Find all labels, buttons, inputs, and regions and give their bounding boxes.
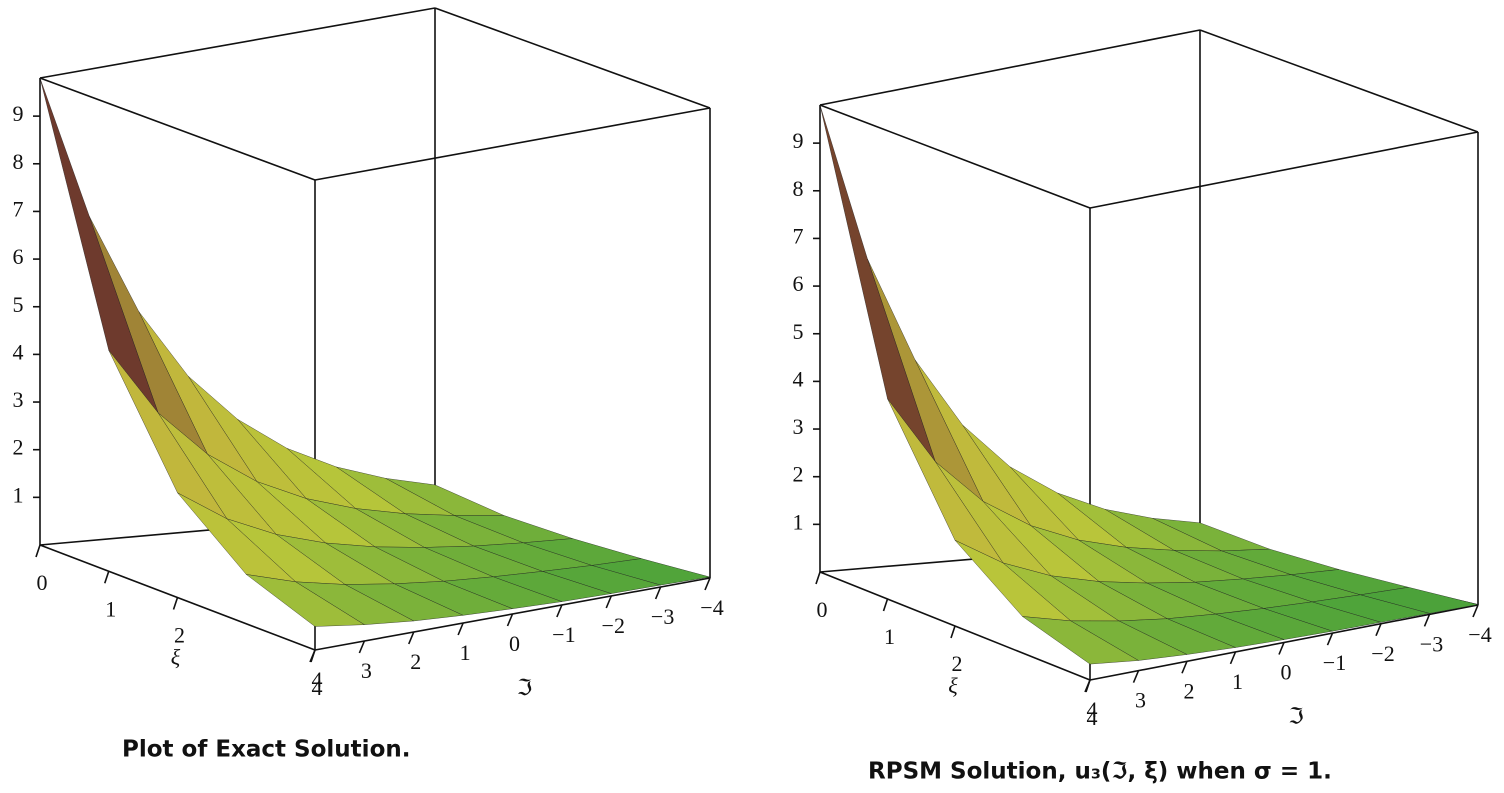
y-tick-label: 4	[312, 667, 323, 692]
x-tick	[815, 571, 821, 585]
y-tick	[1229, 651, 1237, 665]
surface-cell	[1021, 616, 1140, 665]
y-axis-label: ℑ	[1288, 704, 1303, 729]
x-tick	[172, 597, 179, 610]
z-tick-label: 7	[13, 196, 24, 221]
x-axis-label: ξ	[948, 673, 958, 698]
x-tick	[882, 598, 889, 612]
y-tick	[1181, 660, 1188, 674]
y-tick-label: 1	[460, 640, 471, 665]
y-tick-label: 2	[410, 649, 421, 674]
y-tick	[556, 604, 563, 618]
x-tick-label: 4	[312, 675, 323, 700]
chart-caption: Plot of Exact Solution.	[122, 737, 410, 763]
box-edge	[434, 7, 711, 109]
y-tick	[654, 586, 662, 600]
y-tick	[358, 640, 366, 654]
x-tick	[35, 544, 41, 558]
box-edge	[819, 29, 1201, 106]
z-tick-label: 1	[13, 482, 24, 507]
z-tick-label: 2	[793, 462, 804, 487]
y-tick	[1326, 632, 1334, 646]
x-tick	[103, 570, 110, 584]
y-tick	[1375, 623, 1382, 637]
z-tick-label: 3	[793, 414, 804, 439]
y-tick	[1278, 642, 1285, 655]
y-tick-label: 0	[509, 631, 520, 656]
box-edge	[314, 107, 711, 181]
x-axis-label: ξ	[171, 645, 181, 670]
y-tick-label: 2	[1184, 678, 1195, 703]
box-edge	[39, 77, 316, 181]
chart-caption: RPSM Solution, u₃(ℑ, ξ) when σ = 1.	[868, 759, 1332, 785]
z-tick-label: 9	[793, 128, 804, 153]
x-tick-label: 2	[174, 623, 185, 648]
y-tick-label: 4	[1087, 697, 1098, 722]
surface-cell	[246, 574, 366, 627]
y-tick	[1423, 614, 1431, 627]
x-tick-label: 0	[817, 597, 828, 622]
x-tick-label: 0	[37, 570, 48, 595]
x-tick	[950, 625, 956, 639]
y-tick-label: −3	[651, 604, 674, 629]
y-tick-label: −1	[552, 622, 575, 647]
z-tick-label: 8	[793, 176, 804, 201]
box-edge	[39, 7, 436, 79]
y-tick-label: 3	[361, 658, 372, 683]
z-tick-label: 7	[793, 223, 804, 248]
y-tick	[506, 613, 514, 627]
y-tick	[1472, 604, 1479, 618]
box-edge	[1199, 29, 1479, 133]
z-tick-label: 2	[13, 435, 24, 460]
z-tick-label: 1	[793, 509, 804, 534]
y-tick	[1084, 679, 1091, 693]
y-tick	[1132, 670, 1140, 683]
y-tick	[704, 577, 711, 591]
y-tick-label: 0	[1281, 660, 1292, 685]
y-tick	[408, 631, 415, 645]
z-tick-label: 4	[13, 339, 24, 364]
y-tick-label: 3	[1135, 688, 1146, 713]
z-tick-label: 4	[793, 366, 804, 391]
z-tick-label: 8	[13, 149, 24, 174]
z-tick-label: 9	[13, 101, 24, 126]
y-tick	[605, 595, 612, 609]
x-tick-label: 1	[884, 624, 895, 649]
z-tick-label: 6	[13, 244, 24, 269]
y-tick-label: −4	[1468, 622, 1491, 647]
x-tick-label: 1	[105, 596, 116, 621]
x-tick-label: 4	[1087, 705, 1098, 730]
y-tick	[309, 649, 316, 663]
x-tick-label: 2	[952, 651, 963, 676]
y-axis-label: ℑ	[517, 675, 532, 700]
y-tick-label: −3	[1420, 631, 1443, 656]
y-tick-label: −1	[1323, 650, 1346, 675]
y-tick-label: −2	[602, 613, 625, 638]
z-tick-label: 5	[793, 319, 804, 344]
z-tick-label: 6	[793, 271, 804, 296]
y-tick-label: 1	[1232, 669, 1243, 694]
surface-cell	[39, 77, 159, 414]
y-tick	[457, 622, 464, 636]
z-tick-label: 3	[13, 387, 24, 412]
y-tick-label: −2	[1371, 641, 1394, 666]
y-tick-label: −4	[700, 595, 723, 620]
z-tick-label: 5	[13, 292, 24, 317]
box-edge	[1089, 131, 1479, 209]
box-edge	[819, 104, 1091, 209]
